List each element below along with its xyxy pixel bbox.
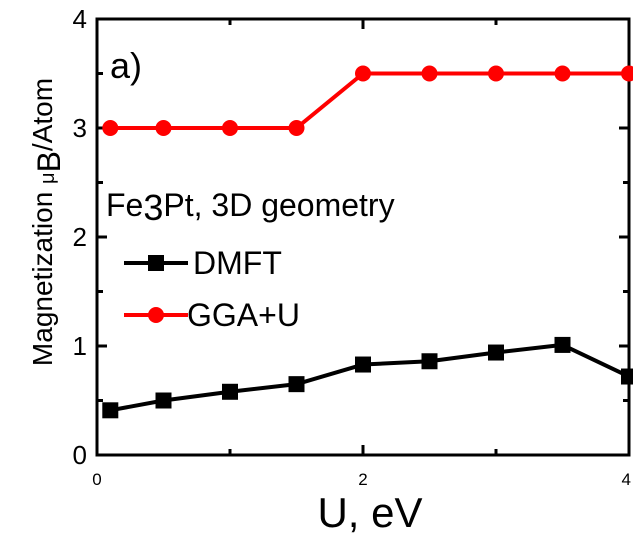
data-point-dmft xyxy=(155,392,172,409)
series-line-gga-u xyxy=(110,71,629,130)
legend: Fe3Pt, 3D geometry DMFT GGA+U xyxy=(106,187,395,333)
series-layer xyxy=(102,65,633,419)
x-tick-label: 2 xyxy=(358,470,367,489)
legend-item-dmft: DMFT xyxy=(124,245,282,281)
data-point-dmft xyxy=(102,402,119,419)
legend-label-dmft: DMFT xyxy=(193,245,282,281)
legend-label-gga-u: GGA+U xyxy=(187,297,300,333)
x-tick-label: 0 xyxy=(92,470,101,489)
legend-marker-gga-u xyxy=(148,307,164,323)
data-point-dmft xyxy=(222,383,238,400)
y-axis-label: Magnetization μB/Atom xyxy=(27,78,67,366)
plot-frame xyxy=(95,17,631,457)
data-point-gga-u xyxy=(621,65,633,82)
y-tick-label: 4 xyxy=(73,4,87,34)
legend-title: Fe3Pt, 3D geometry xyxy=(106,187,395,228)
panel-label: a) xyxy=(110,45,142,86)
data-point-gga-u xyxy=(421,65,438,82)
x-axis-label: U, eV xyxy=(317,489,422,536)
data-point-dmft xyxy=(421,353,438,370)
data-point-gga-u xyxy=(222,120,238,136)
series-line-dmft xyxy=(109,342,630,413)
data-point-dmft xyxy=(621,368,633,385)
data-point-gga-u xyxy=(288,120,305,136)
y-tick-label: 0 xyxy=(73,440,87,470)
data-point-gga-u xyxy=(554,65,571,82)
legend-marker-dmft xyxy=(148,255,164,271)
y-tick-label: 1 xyxy=(73,331,87,361)
x-tick-label: 4 xyxy=(622,470,631,489)
data-point-dmft xyxy=(488,344,504,361)
data-point-gga-u xyxy=(155,120,172,136)
data-point-dmft xyxy=(554,336,571,353)
y-tick-label: 2 xyxy=(73,222,87,252)
data-point-dmft xyxy=(288,376,305,393)
data-point-gga-u xyxy=(488,65,504,82)
data-point-gga-u xyxy=(102,120,119,136)
plot-area: 0 1 2 3 4 0 2 4 xyxy=(73,4,631,489)
series-dmft xyxy=(102,336,633,419)
data-point-gga-u xyxy=(355,65,371,82)
data-point-dmft xyxy=(355,356,371,373)
series-gga-u xyxy=(102,65,633,136)
legend-item-gga-u: GGA+U xyxy=(124,297,300,333)
y-tick-label: 3 xyxy=(73,113,87,143)
